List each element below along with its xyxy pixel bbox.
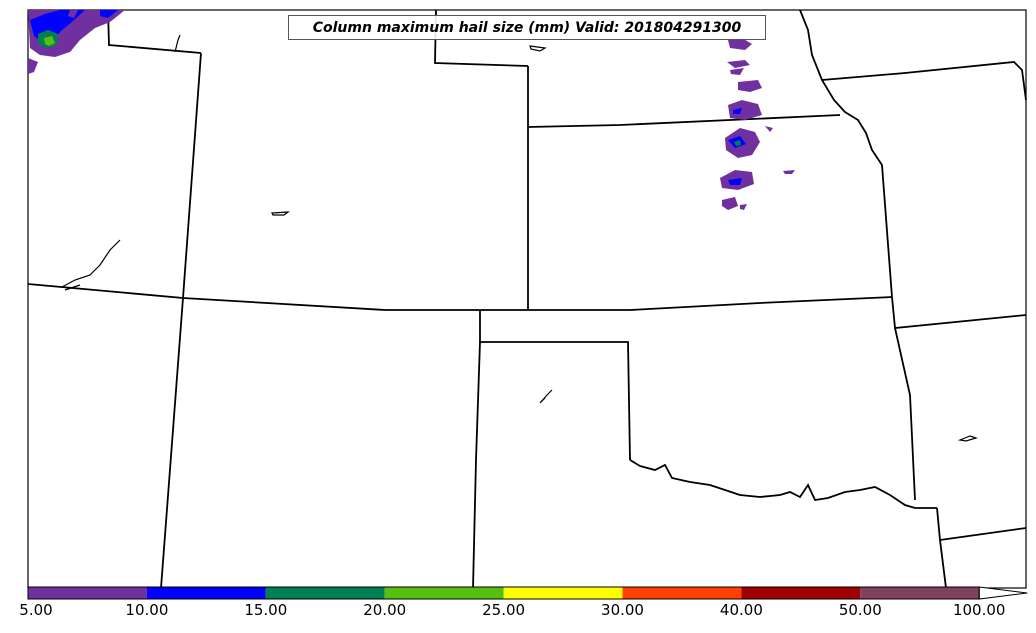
map-frame bbox=[27, 9, 1027, 589]
colorbar-tick-label: 30.00 bbox=[601, 601, 644, 619]
colorbar-segment bbox=[622, 587, 742, 599]
colorbar-tick-label: 10.00 bbox=[125, 601, 169, 619]
hail-contour-20mm bbox=[44, 36, 55, 46]
border-red-river bbox=[629, 459, 937, 509]
hail-contour-5mm bbox=[722, 197, 738, 210]
colorbar-extend-arrow bbox=[978, 586, 1028, 600]
hail-contour-5mm bbox=[783, 170, 795, 174]
hail-contours bbox=[28, 10, 795, 210]
colorbar-segment bbox=[503, 587, 623, 599]
hail-contour-5mm bbox=[68, 10, 78, 18]
hail-contour-10mm bbox=[728, 178, 742, 185]
colorbar-segment bbox=[741, 587, 861, 599]
hail-contour-5mm bbox=[727, 60, 750, 68]
border-oklahoma-panhandle bbox=[479, 310, 631, 461]
colorbar-segment bbox=[384, 587, 504, 599]
hail-contour-10mm bbox=[733, 108, 742, 114]
hail-contour-5mm bbox=[765, 126, 773, 132]
hail-contour-5mm bbox=[740, 204, 747, 210]
hail-contour-15mm bbox=[734, 140, 741, 146]
colorbar bbox=[27, 586, 1028, 600]
border-oklahoma-arkansas bbox=[894, 327, 916, 501]
colorbar-tick-label: 50.00 bbox=[838, 601, 882, 619]
lake-idaho bbox=[174, 34, 181, 53]
border-missouri-river bbox=[799, 9, 893, 298]
border-nebraska-south-dakota bbox=[527, 114, 841, 128]
state-borders bbox=[27, 9, 1027, 589]
colorbar-tick-label: 5.00 bbox=[19, 601, 53, 619]
hail-contour-5mm bbox=[730, 68, 744, 75]
colorbar-outline bbox=[27, 586, 980, 600]
colorbar-tick-label: 20.00 bbox=[363, 601, 407, 619]
lake-colorado bbox=[271, 211, 290, 216]
hail-contour-5mm bbox=[738, 80, 762, 92]
hail-contour-5mm bbox=[28, 58, 38, 74]
lake-nm bbox=[539, 389, 553, 404]
colorbar-tick-label: 40.00 bbox=[719, 601, 763, 619]
colorbar-tick-label: 15.00 bbox=[244, 601, 288, 619]
hail-contour-5mm bbox=[728, 38, 752, 50]
border-iowa-minnesota bbox=[821, 61, 1027, 101]
hail-contour-10mm bbox=[100, 10, 118, 18]
colorbar-segment bbox=[146, 587, 266, 599]
border-new-mexico-texas bbox=[472, 341, 481, 589]
colorbar-tick-label: 100.00 bbox=[952, 601, 1006, 619]
colorbar-segment bbox=[860, 587, 980, 599]
border-arkansas-louisiana bbox=[939, 527, 1027, 541]
border-36-37-parallel bbox=[27, 283, 893, 311]
lakes bbox=[61, 34, 978, 442]
colorbar-tick-label: 25.00 bbox=[482, 601, 526, 619]
hail-contour-5mm bbox=[728, 100, 762, 120]
map-title: Column maximum hail size (mm) Valid: 201… bbox=[288, 15, 766, 40]
great-salt-lake bbox=[61, 239, 121, 291]
colorbar-segment bbox=[28, 587, 147, 599]
lake-wyoming bbox=[529, 45, 547, 52]
colorbar-segment bbox=[265, 587, 385, 599]
lake-arkansas bbox=[957, 435, 978, 442]
